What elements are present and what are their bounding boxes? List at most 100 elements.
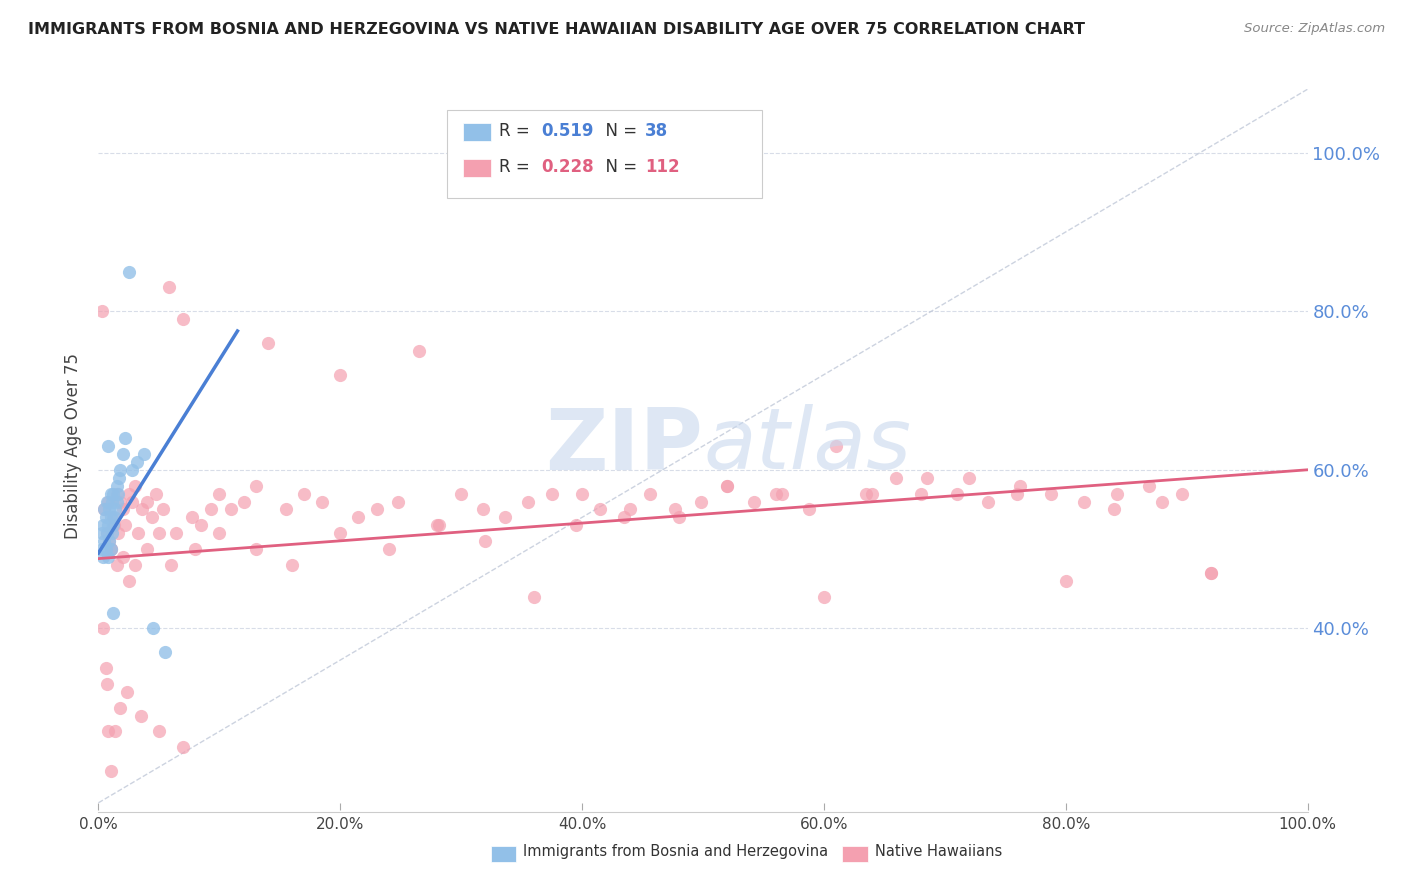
Point	[97, 518, 120, 533]
Point	[426, 518, 449, 533]
Point	[91, 549, 114, 564]
Point	[141, 510, 163, 524]
Point	[886, 471, 908, 485]
Point	[613, 510, 636, 524]
Point	[190, 518, 212, 533]
Point	[387, 494, 409, 508]
Point	[172, 312, 194, 326]
Point	[111, 447, 134, 461]
Text: atlas: atlas	[703, 404, 911, 488]
Point	[91, 621, 114, 635]
Point	[172, 740, 194, 755]
Point	[127, 455, 149, 469]
Point	[118, 486, 141, 500]
Point	[108, 700, 131, 714]
Point	[565, 518, 588, 533]
Point	[474, 534, 496, 549]
Point	[245, 542, 267, 557]
Point	[127, 526, 149, 541]
Point	[957, 471, 980, 485]
Point	[860, 486, 883, 500]
Point	[200, 502, 222, 516]
Point	[107, 526, 129, 541]
Point	[93, 502, 115, 516]
Point	[145, 486, 167, 500]
Point	[104, 502, 127, 516]
Point	[208, 486, 231, 500]
Text: R =: R =	[499, 122, 536, 140]
Point	[97, 549, 120, 564]
Point	[91, 304, 114, 318]
Point	[148, 526, 170, 541]
Point	[946, 486, 969, 500]
Point	[96, 526, 118, 541]
Text: 112: 112	[645, 158, 681, 176]
Point	[1171, 486, 1194, 500]
Point	[111, 502, 134, 516]
Point	[408, 343, 430, 358]
Point	[98, 534, 121, 549]
Point	[94, 510, 117, 524]
Point	[245, 478, 267, 492]
Point	[619, 502, 641, 516]
Point	[100, 542, 122, 557]
Point	[1199, 566, 1222, 580]
Point	[494, 510, 516, 524]
Point	[135, 542, 157, 557]
Point	[716, 478, 738, 492]
Point	[134, 447, 156, 461]
Point	[915, 471, 938, 485]
Point	[329, 526, 352, 541]
Point	[108, 471, 131, 485]
Point	[100, 542, 122, 557]
Point	[124, 478, 146, 492]
Point	[98, 502, 121, 516]
Point	[165, 526, 187, 541]
Point	[100, 542, 122, 557]
Point	[256, 335, 278, 350]
Point	[124, 558, 146, 572]
Point	[292, 486, 315, 500]
Point	[103, 510, 125, 524]
Point	[97, 494, 120, 508]
Point	[93, 534, 115, 549]
Point	[131, 502, 153, 516]
Point	[232, 494, 254, 508]
Point	[91, 518, 114, 533]
Text: N =: N =	[595, 122, 643, 140]
Point	[118, 574, 141, 588]
Point	[311, 494, 333, 508]
Point	[1008, 478, 1031, 492]
Text: R =: R =	[499, 158, 536, 176]
Point	[96, 526, 118, 541]
Point	[799, 502, 821, 516]
Point	[96, 494, 118, 508]
Point	[94, 542, 117, 557]
Point	[589, 502, 612, 516]
Text: 0.228: 0.228	[541, 158, 593, 176]
Point	[471, 502, 494, 516]
Point	[97, 439, 120, 453]
Point	[101, 486, 124, 500]
Y-axis label: Disability Age Over 75: Disability Age Over 75	[65, 353, 83, 539]
Point	[118, 264, 141, 278]
Point	[135, 494, 157, 508]
Point	[366, 502, 388, 516]
Text: Immigrants from Bosnia and Herzegovina: Immigrants from Bosnia and Herzegovina	[523, 845, 828, 859]
Point	[105, 486, 128, 500]
Point	[101, 518, 124, 533]
Point	[855, 486, 877, 500]
Point	[105, 494, 128, 508]
Text: 38: 38	[645, 122, 668, 140]
Point	[129, 708, 152, 723]
Point	[101, 510, 124, 524]
Point	[910, 486, 932, 500]
Point	[100, 764, 122, 778]
Point	[1040, 486, 1063, 500]
Point	[160, 558, 183, 572]
Point	[664, 502, 686, 516]
Point	[1102, 502, 1125, 516]
Point	[180, 510, 202, 524]
Point	[1199, 566, 1222, 580]
Point	[152, 502, 174, 516]
